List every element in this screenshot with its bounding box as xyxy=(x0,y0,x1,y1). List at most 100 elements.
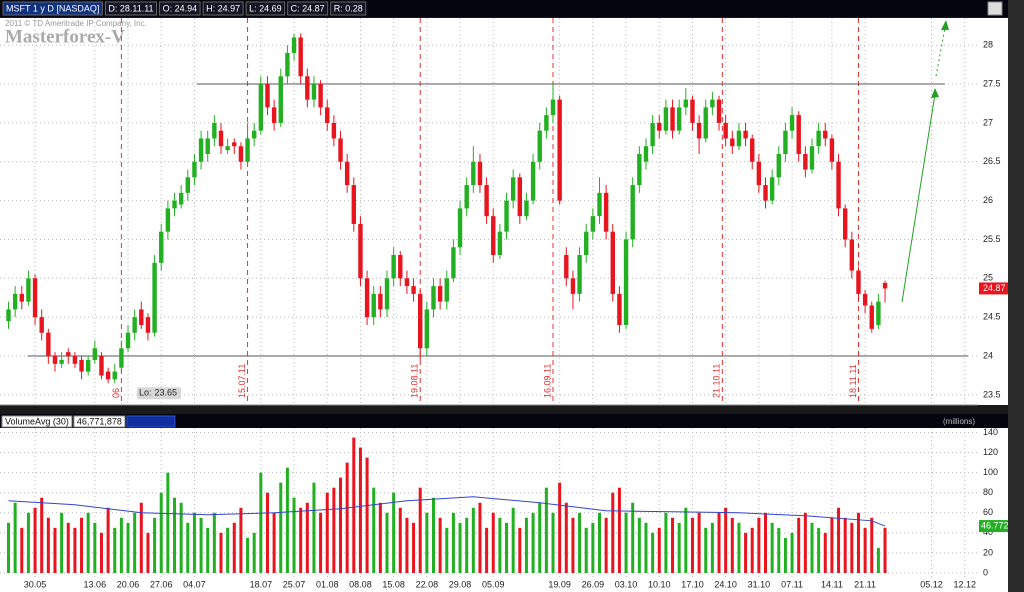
volume-bar xyxy=(597,512,601,573)
volume-bar xyxy=(571,517,575,573)
header-box xyxy=(104,1,158,16)
volume-bar xyxy=(412,522,416,573)
arrow-head xyxy=(941,20,949,30)
copyright: 2011 © TD Ameritrade IP Company, Inc. xyxy=(5,19,147,28)
candle-body xyxy=(125,332,131,349)
volume-bar xyxy=(505,522,509,573)
candle-body xyxy=(351,185,357,224)
candle-body xyxy=(643,146,649,162)
candle-body xyxy=(544,115,549,131)
candle-body xyxy=(723,122,728,139)
y-tick-label: 23.5 xyxy=(983,389,1001,399)
candle-body xyxy=(245,138,250,162)
candle-body xyxy=(590,216,596,232)
candle-body xyxy=(610,231,615,294)
last-value-label: 46.772 xyxy=(981,520,1009,530)
volume-bar xyxy=(856,512,860,573)
x-tick-label: 27.06 xyxy=(150,579,173,589)
candle-body xyxy=(265,84,270,108)
volume-bar xyxy=(93,522,97,573)
volume-bar xyxy=(644,522,648,573)
x-tick-label: 25.07 xyxy=(283,579,306,589)
volume-bar xyxy=(783,537,787,573)
volume-bar xyxy=(863,527,867,573)
candle-body xyxy=(617,293,622,325)
volume-bar xyxy=(538,502,542,573)
candle-body xyxy=(789,115,795,131)
candle-body xyxy=(537,130,542,162)
candle-body xyxy=(411,286,416,294)
candle-body xyxy=(165,208,171,232)
x-tick-label: 03.10 xyxy=(615,579,638,589)
arrow-line xyxy=(935,27,946,77)
x-tick-label: 13.06 xyxy=(84,579,107,589)
candle-body xyxy=(238,146,244,162)
volume-bar xyxy=(113,527,117,573)
window-button[interactable] xyxy=(987,1,1003,16)
y-tick-label: 26 xyxy=(983,195,993,205)
volume-bar xyxy=(40,497,44,573)
candle-body xyxy=(484,185,489,217)
date-axis xyxy=(0,578,1008,592)
header-item: H: 24.97 xyxy=(206,3,240,13)
volume-bar xyxy=(790,532,794,573)
event-label: 21.10.11 xyxy=(712,364,722,398)
volume-bar xyxy=(757,517,761,573)
header-item: MSFT 1 y D [NASDAQ] xyxy=(6,3,99,13)
price-panel xyxy=(0,18,978,405)
average-line xyxy=(8,496,886,527)
volume-bar xyxy=(332,487,336,573)
volume-bar xyxy=(544,487,548,573)
candle-body xyxy=(882,282,888,289)
header-box xyxy=(202,1,244,16)
candle-body xyxy=(404,278,410,287)
candle-body xyxy=(26,278,31,302)
volume-bar xyxy=(173,497,177,573)
volume-bar xyxy=(797,517,801,573)
x-tick-label: 18.07 xyxy=(250,579,273,589)
candle-body xyxy=(650,122,655,147)
candle-body xyxy=(630,185,635,240)
candle-body xyxy=(683,99,689,108)
volume-bar xyxy=(624,512,628,573)
candle-body xyxy=(311,84,317,100)
candle-body xyxy=(437,286,443,302)
candle-body xyxy=(584,231,589,256)
volume-bar xyxy=(717,512,721,573)
volume-bar xyxy=(13,502,17,573)
y-tick-label: 60 xyxy=(983,507,993,517)
price-axis xyxy=(978,18,1008,405)
volume-header-bar xyxy=(0,414,1008,428)
volume-bar xyxy=(531,512,535,573)
volume-bar xyxy=(876,547,880,573)
candle-body xyxy=(418,293,423,349)
legend-box xyxy=(126,415,176,428)
candle-body xyxy=(676,107,682,131)
volume-bar xyxy=(339,477,343,573)
header-box xyxy=(159,1,201,16)
scrollbar[interactable] xyxy=(1008,0,1024,592)
legend-value: 46,771,878 xyxy=(77,416,122,426)
candle-body xyxy=(769,177,775,201)
candle-body xyxy=(72,356,78,364)
x-tick-label: 07.11 xyxy=(781,579,803,589)
candle-body xyxy=(344,161,350,186)
volume-bar xyxy=(186,522,190,573)
volume-bar xyxy=(478,502,482,573)
candle-body xyxy=(876,301,881,325)
volume-bar xyxy=(737,522,741,573)
volume-bar xyxy=(179,502,183,573)
x-tick-label: 24.10 xyxy=(714,579,737,589)
x-tick-label: 10.10 xyxy=(648,579,671,589)
volume-bar xyxy=(750,527,754,573)
volume-bar xyxy=(99,532,103,573)
volume-bar xyxy=(53,527,57,573)
low-value: 23.65 xyxy=(155,388,178,398)
volume-bar xyxy=(259,472,263,573)
candle-body xyxy=(444,278,449,302)
event-label: 16.09.11 xyxy=(542,364,552,398)
volume-bar xyxy=(106,507,110,573)
volume-bar xyxy=(671,517,675,573)
volume-bar xyxy=(246,537,250,573)
